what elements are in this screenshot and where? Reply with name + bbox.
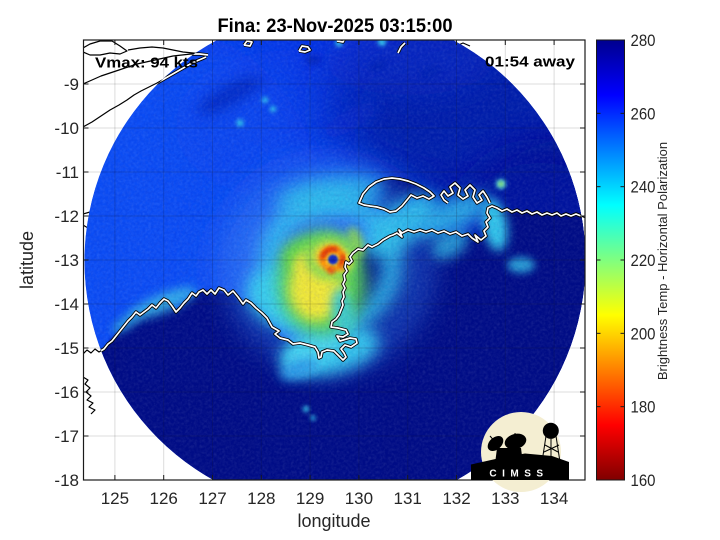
svg-text:125: 125 [101,489,129,508]
svg-text:-17: -17 [54,427,79,446]
svg-text:130: 130 [345,489,373,508]
svg-text:-11: -11 [56,163,79,182]
svg-text:133: 133 [491,489,519,508]
svg-text:longitude: longitude [297,511,370,531]
svg-text:-16: -16 [54,383,79,402]
svg-text:-12: -12 [54,207,79,226]
svg-text:260: 260 [631,104,656,123]
svg-text:-15: -15 [54,339,79,358]
svg-text:Fina: 23-Nov-2025 03:15:00: Fina: 23-Nov-2025 03:15:00 [218,15,453,37]
svg-text:latitude: latitude [17,231,37,289]
svg-text:240: 240 [631,178,656,197]
svg-text:-14: -14 [54,295,79,314]
svg-text:CIMSS: CIMSS [489,469,548,480]
svg-text:280: 280 [631,31,656,50]
svg-text:129: 129 [296,489,324,508]
svg-text:127: 127 [198,489,226,508]
svg-text:-13: -13 [54,251,79,270]
svg-text:132: 132 [442,489,470,508]
svg-text:01:54 away: 01:54 away [485,54,576,71]
svg-text:Brightness Temp - Horizontal P: Brightness Temp - Horizontal Polarizatio… [655,142,670,380]
svg-text:200: 200 [631,324,656,343]
svg-text:160: 160 [631,471,656,490]
svg-text:-18: -18 [54,471,79,490]
svg-text:-10: -10 [54,119,79,138]
svg-text:131: 131 [394,489,422,508]
svg-text:Vmax: 94 kts: Vmax: 94 kts [95,55,198,72]
svg-text:220: 220 [631,251,656,270]
svg-text:180: 180 [631,398,656,417]
svg-text:128: 128 [247,489,275,508]
svg-text:126: 126 [150,489,178,508]
svg-text:-9: -9 [64,75,79,94]
svg-text:134: 134 [540,489,568,508]
